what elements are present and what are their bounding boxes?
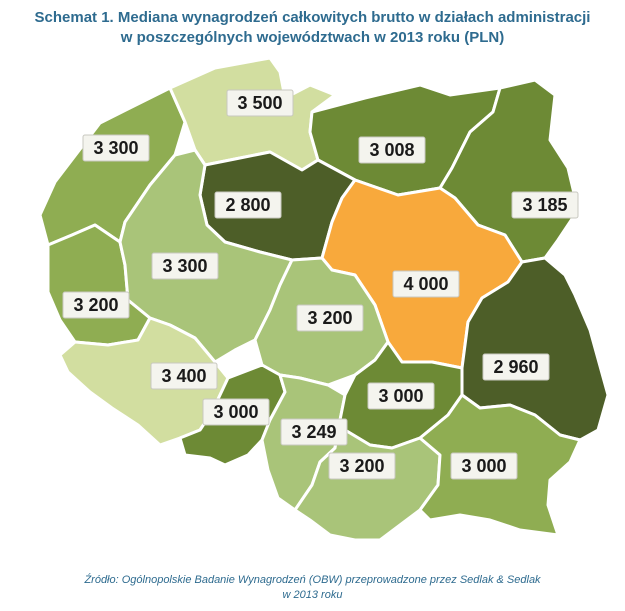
region-label-box (450, 452, 518, 480)
region-value-label: 3 185 (522, 195, 567, 215)
region-label-box (328, 452, 396, 480)
region-label-box (511, 191, 579, 219)
region-value-label: 3 200 (307, 308, 352, 328)
region-label-box (296, 304, 364, 332)
region-value-label: 3 500 (237, 93, 282, 113)
region-value-label: 3 400 (161, 366, 206, 386)
region-label-box (367, 382, 435, 410)
region-value-label: 3 000 (461, 456, 506, 476)
region-label-box (358, 136, 426, 164)
region-label-box (151, 252, 219, 280)
region-label-box (150, 362, 218, 390)
region-label-box (392, 270, 460, 298)
title-line-2: w poszczególnych województwach w 2013 ro… (120, 29, 505, 46)
region-value-label: 3 249 (291, 422, 336, 442)
region-value-label: 3 200 (73, 295, 118, 315)
region-value-label: 2 960 (493, 357, 538, 377)
source-line-2: w 2013 roku (282, 589, 343, 601)
region-value-label: 3 200 (339, 456, 384, 476)
source-line-1: Źródło: Ogólnopolskie Badanie Wynagrodze… (84, 574, 541, 586)
region-label-box (214, 191, 282, 219)
region-value-label: 3 000 (378, 386, 423, 406)
region-value-label: 4 000 (403, 274, 448, 294)
region-malopolskie (293, 418, 442, 542)
region-value-label: 3 008 (369, 140, 414, 160)
region-value-label: 3 300 (93, 138, 138, 158)
region-value-label: 3 000 (213, 402, 258, 422)
region-label-box (202, 398, 270, 426)
chart-title: Schemat 1. Mediana wynagrodzeń całkowity… (10, 8, 615, 48)
region-label-box (226, 89, 294, 117)
region-label-box (62, 291, 130, 319)
region-value-label: 3 300 (162, 256, 207, 276)
region-label-box (482, 353, 550, 381)
region-value-label: 2 800 (225, 195, 270, 215)
source-note: Źródło: Ogólnopolskie Badanie Wynagrodze… (0, 573, 625, 603)
title-line-1: Schemat 1. Mediana wynagrodzeń całkowity… (34, 9, 591, 26)
region-label-box (82, 134, 150, 162)
region-label-box (280, 418, 348, 446)
